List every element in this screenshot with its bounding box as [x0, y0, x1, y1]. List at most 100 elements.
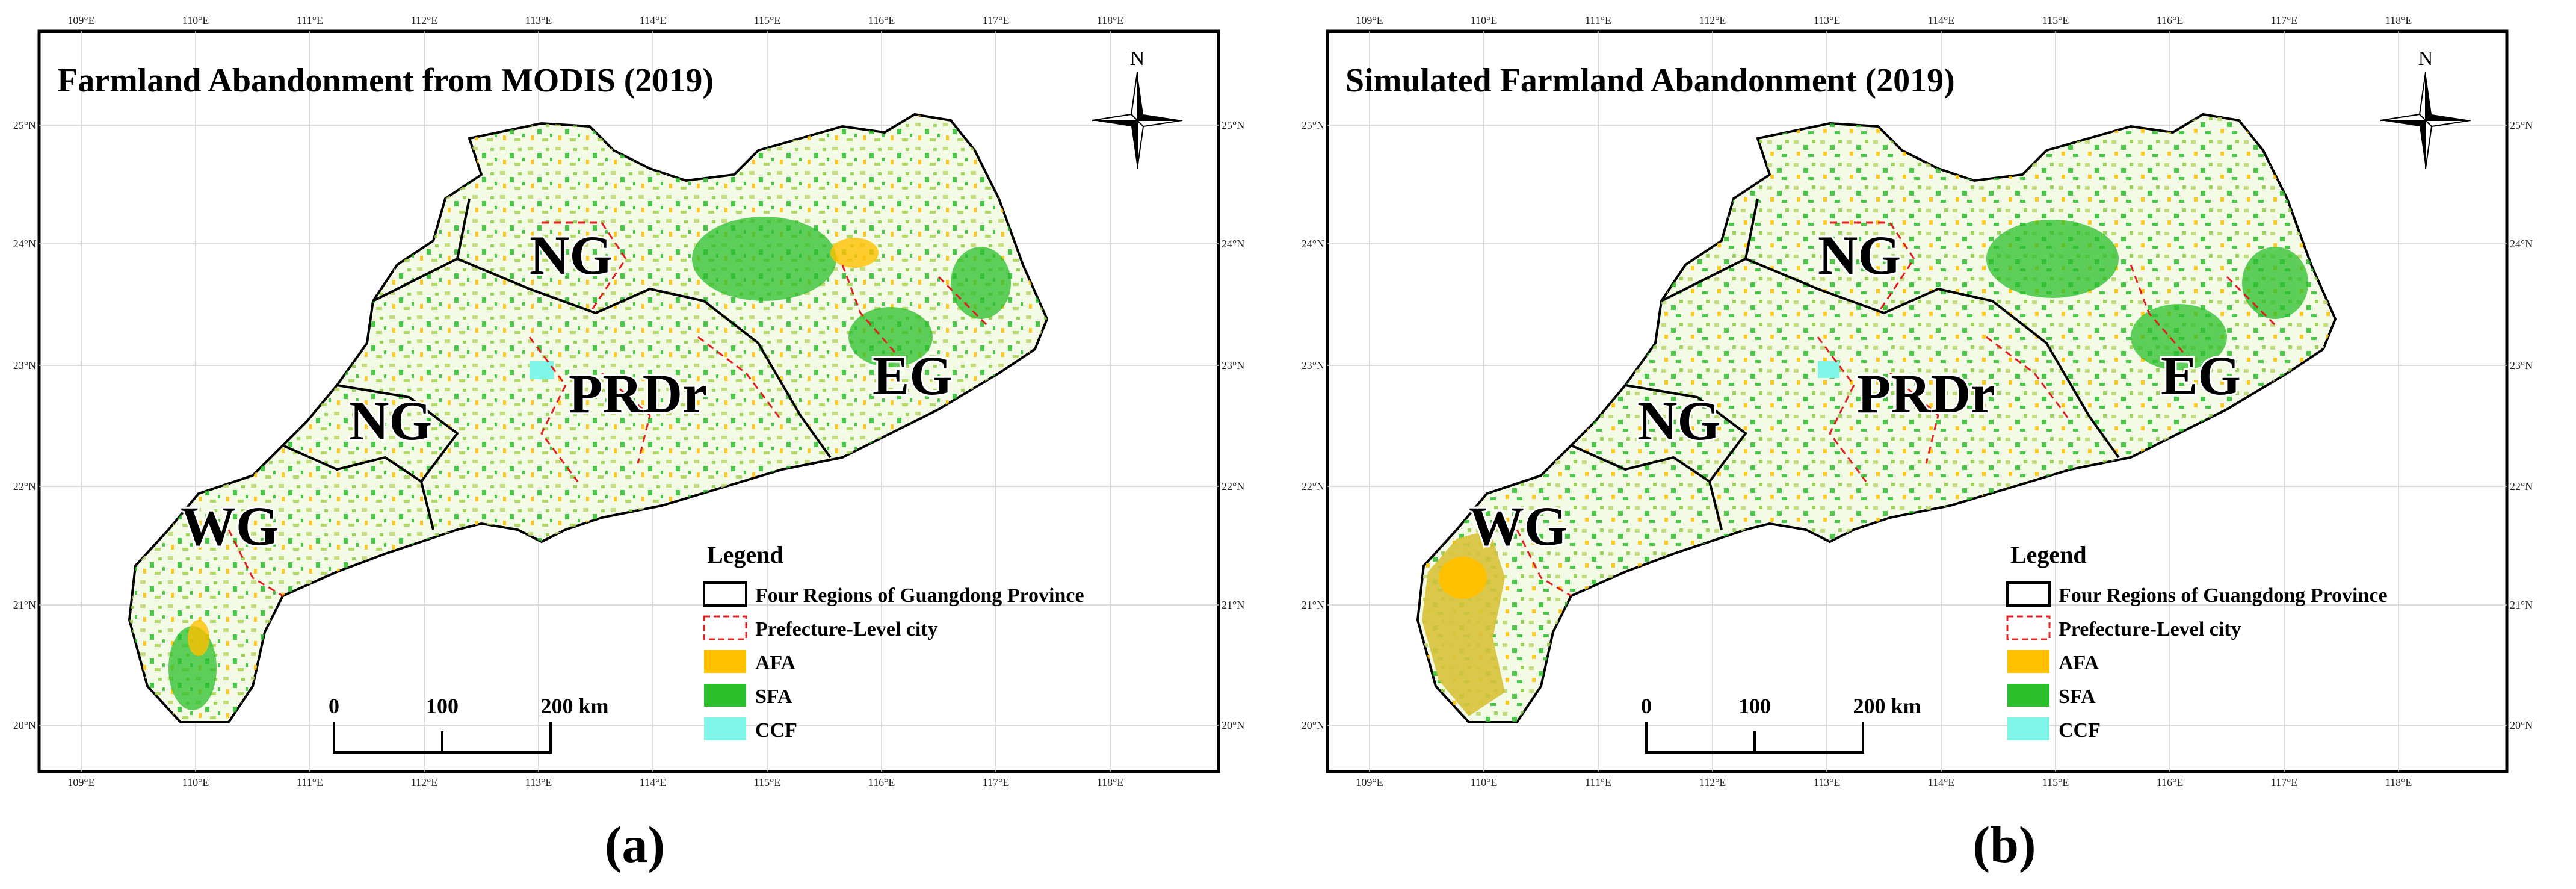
lon-tick: 116°E — [2157, 14, 2184, 26]
longitude-ticks-bottom: 109°E 110°E 111°E 112°E 113°E 114°E 115°… — [67, 776, 1123, 788]
lon-tick: 111°E — [297, 776, 323, 788]
lon-tick: 118°E — [2385, 14, 2412, 26]
lat-tick: 23°N — [1222, 359, 1244, 371]
legend-label: Prefecture-Level city — [2059, 618, 2241, 640]
map-panel-b: 109°E 110°E 111°E 112°E 113°E 114°E 115°… — [1288, 0, 2576, 886]
lon-tick: 111°E — [1585, 14, 1611, 26]
legend-swatch-sfa — [2007, 684, 2049, 707]
lon-tick: 109°E — [1356, 14, 1383, 26]
lon-tick: 117°E — [2271, 776, 2298, 788]
lat-tick: 22°N — [1222, 480, 1244, 492]
region-label-ng-west: NG — [1637, 390, 1720, 451]
legend-swatch-sfa — [704, 684, 746, 707]
region-label-wg: WG — [181, 495, 279, 557]
lat-tick: 21°N — [13, 599, 36, 611]
lon-tick: 112°E — [1699, 776, 1726, 788]
lat-tick: 20°N — [1302, 719, 1324, 731]
scale-label: 100 — [1738, 694, 1771, 718]
scale-bar: 0 100 200 km — [1641, 694, 1921, 754]
legend-label: SFA — [2059, 686, 2096, 708]
lat-tick: 24°N — [13, 238, 36, 250]
legend-label: CCF — [2059, 719, 2101, 742]
legend-swatch-prefecture — [703, 615, 747, 640]
lat-tick: 24°N — [1222, 238, 1244, 250]
latitude-ticks-left: 25°N 24°N 23°N 22°N 21°N 20°N — [1302, 119, 1324, 731]
north-label: N — [2418, 48, 2433, 70]
lon-tick: 112°E — [411, 776, 438, 788]
longitude-ticks-top: 109°E 110°E 111°E 112°E 113°E 114°E 115°… — [67, 14, 1123, 26]
lat-tick: 23°N — [2510, 359, 2533, 371]
map-title: Farmland Abandonment from MODIS (2019) — [57, 62, 714, 99]
lat-tick: 24°N — [1302, 238, 1324, 250]
region-label-prdr: PRDr — [569, 363, 707, 424]
lon-tick: 115°E — [754, 776, 781, 788]
region-label-wg: WG — [1469, 495, 1568, 557]
legend-label: AFA — [2059, 652, 2099, 674]
scale-label: 0 — [1641, 694, 1652, 718]
lat-tick: 22°N — [2510, 480, 2533, 492]
legend-title: Legend — [2010, 541, 2087, 568]
lon-tick: 115°E — [2042, 14, 2069, 26]
lat-tick: 25°N — [1222, 119, 1244, 131]
lon-tick: 115°E — [754, 14, 781, 26]
lon-tick: 109°E — [67, 14, 94, 26]
legend-label: Four Regions of Guangdong Province — [2059, 584, 2388, 607]
lat-tick: 24°N — [2510, 238, 2533, 250]
lon-tick: 112°E — [1699, 14, 1726, 26]
latitude-ticks-right: 25°N 24°N 23°N 22°N 21°N 20°N — [2510, 119, 2533, 731]
guangdong-province-map — [128, 113, 1049, 723]
lat-tick: 25°N — [2510, 119, 2533, 131]
lon-tick: 116°E — [868, 14, 895, 26]
lon-tick: 117°E — [983, 14, 1010, 26]
map-title: Simulated Farmland Abandonment (2019) — [1345, 62, 1955, 99]
lat-tick: 20°N — [1222, 719, 1244, 731]
lat-tick: 25°N — [13, 119, 36, 131]
lat-tick: 21°N — [1302, 599, 1324, 611]
lon-tick: 114°E — [1928, 14, 1955, 26]
lon-tick: 110°E — [182, 776, 209, 788]
lat-tick: 22°N — [1302, 480, 1324, 492]
scale-label: 200 km — [1853, 694, 1921, 718]
lon-tick: 118°E — [1097, 14, 1124, 26]
panel-caption: (b) — [1972, 816, 2036, 873]
legend-swatch-ccf — [704, 717, 746, 740]
legend-swatch-ccf — [2007, 717, 2049, 740]
lon-tick: 117°E — [983, 776, 1010, 788]
lat-tick: 20°N — [2510, 719, 2533, 731]
legend-label: Prefecture-Level city — [755, 618, 938, 640]
legend-label: SFA — [755, 686, 792, 708]
scale-label: 100 — [426, 694, 459, 718]
lon-tick: 110°E — [182, 14, 209, 26]
north-arrow-icon: N — [2380, 48, 2471, 169]
map-legend: Legend Four Regions of Guangdong Provinc… — [703, 541, 1084, 742]
region-label-ng-north: NG — [530, 225, 613, 286]
lon-tick: 118°E — [1097, 776, 1124, 788]
lat-tick: 22°N — [13, 480, 36, 492]
lon-tick: 117°E — [2271, 14, 2298, 26]
legend-label: CCF — [755, 719, 797, 742]
lon-tick: 115°E — [2042, 776, 2069, 788]
scale-label: 200 km — [540, 694, 608, 718]
legend-swatch-prefecture — [2006, 615, 2051, 640]
legend-label: AFA — [755, 652, 796, 674]
map-panel-a: 109°E 110°E 111°E 112°E 113°E 114°E 115°… — [0, 0, 1288, 886]
longitude-ticks-bottom: 109°E 110°E 111°E 112°E 113°E 114°E 115°… — [1356, 776, 2412, 788]
lon-tick: 113°E — [525, 776, 552, 788]
region-label-eg: EG — [2161, 345, 2241, 406]
lon-tick: 113°E — [1814, 776, 1841, 788]
lon-tick: 109°E — [1356, 776, 1383, 788]
north-label: N — [1130, 48, 1145, 70]
legend-label: Four Regions of Guangdong Province — [755, 584, 1084, 607]
scale-label: 0 — [329, 694, 339, 718]
legend-swatch-region — [703, 581, 747, 607]
legend-swatch-region — [2006, 581, 2051, 607]
legend-swatch-afa — [2007, 650, 2049, 673]
lon-tick: 109°E — [67, 776, 94, 788]
lon-tick: 114°E — [1928, 776, 1955, 788]
legend-swatch-afa — [704, 650, 746, 673]
region-label-prdr: PRDr — [1857, 363, 1995, 424]
lat-tick: 21°N — [2510, 599, 2533, 611]
map-legend: Legend Four Regions of Guangdong Provinc… — [2006, 541, 2388, 742]
north-arrow-icon: N — [1092, 48, 1183, 169]
longitude-ticks-top: 109°E 110°E 111°E 112°E 113°E 114°E 115°… — [1356, 14, 2412, 26]
